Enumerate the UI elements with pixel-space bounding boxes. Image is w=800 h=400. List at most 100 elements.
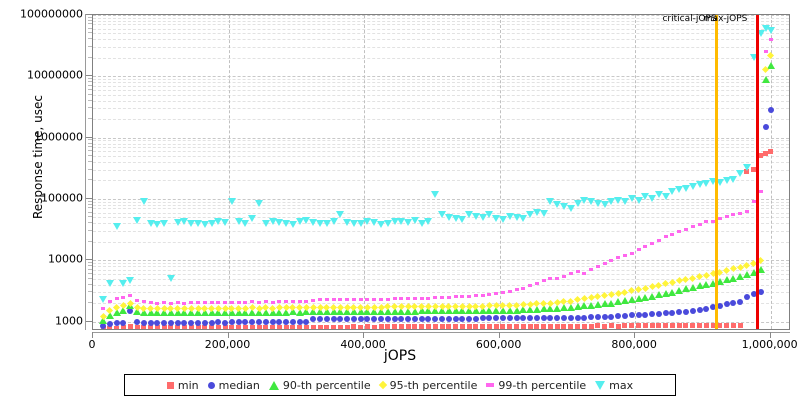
data-point xyxy=(451,214,460,222)
data-point xyxy=(761,75,770,83)
data-point xyxy=(716,302,723,309)
data-point xyxy=(126,276,135,284)
legend-marker-icon xyxy=(268,380,279,390)
data-point xyxy=(288,308,297,316)
data-point xyxy=(229,300,234,304)
data-point xyxy=(189,300,194,304)
legend-item-min[interactable]: min xyxy=(166,378,199,392)
legend-item-95-th-percentile[interactable]: 95-th percentile xyxy=(378,379,477,392)
data-point xyxy=(194,220,203,228)
data-point xyxy=(593,199,602,207)
gridline-horizontal xyxy=(93,266,789,268)
data-point xyxy=(724,322,730,328)
data-point xyxy=(105,279,114,287)
legend-item-90-th-percentile[interactable]: 90-th percentile xyxy=(268,379,371,392)
data-point xyxy=(737,298,744,305)
y-axis-tick xyxy=(88,291,92,293)
y-axis-tick xyxy=(86,75,92,77)
data-point xyxy=(270,324,276,329)
data-point xyxy=(236,300,241,304)
gridline-vertical xyxy=(770,15,772,329)
data-point xyxy=(751,200,756,204)
data-point xyxy=(507,289,512,293)
data-point xyxy=(283,319,290,326)
data-point xyxy=(295,218,304,226)
gridline-horizontal xyxy=(93,119,789,121)
data-point xyxy=(249,324,255,329)
data-point xyxy=(758,190,763,194)
data-point xyxy=(602,323,608,329)
y-axis-tick xyxy=(88,139,92,141)
data-point xyxy=(311,299,316,302)
data-point xyxy=(241,219,250,227)
data-point xyxy=(106,321,113,328)
data-point xyxy=(317,324,323,329)
data-point xyxy=(642,323,648,329)
data-point xyxy=(432,324,438,329)
data-point xyxy=(669,323,675,329)
data-point xyxy=(100,322,107,329)
legend-item-median[interactable]: median xyxy=(207,379,260,392)
data-point xyxy=(154,325,160,329)
data-point xyxy=(173,219,182,227)
data-point xyxy=(228,319,235,326)
data-point xyxy=(736,273,745,281)
data-point xyxy=(498,216,507,224)
data-point xyxy=(216,300,221,304)
gridline-horizontal xyxy=(93,147,789,149)
data-point xyxy=(101,307,106,311)
data-point xyxy=(654,190,663,198)
legend-label: min xyxy=(177,378,199,392)
x-axis-tick xyxy=(363,332,365,338)
y-axis-tick xyxy=(88,240,92,242)
data-point xyxy=(602,261,607,265)
y-axis-tick xyxy=(88,277,92,279)
data-point xyxy=(587,198,596,206)
legend-item-99-th-percentile[interactable]: 99-th percentile xyxy=(486,379,586,392)
data-point xyxy=(322,220,331,228)
data-point xyxy=(595,264,600,268)
data-point xyxy=(546,198,555,206)
gridline-horizontal xyxy=(93,208,789,210)
data-point xyxy=(173,309,182,317)
data-point xyxy=(227,198,236,206)
data-point xyxy=(383,307,392,315)
gridline-horizontal xyxy=(93,108,789,110)
data-point xyxy=(738,211,743,215)
data-point xyxy=(188,324,194,329)
y-axis-tick xyxy=(86,136,92,138)
legend-item-max[interactable]: max xyxy=(595,379,633,392)
data-point xyxy=(730,300,737,307)
data-point xyxy=(343,219,352,227)
data-point xyxy=(697,223,702,227)
y-axis-tick xyxy=(88,211,92,213)
data-point xyxy=(161,319,168,326)
data-point xyxy=(762,123,769,130)
data-point xyxy=(575,270,580,274)
data-point xyxy=(493,324,499,329)
data-point xyxy=(668,288,677,296)
data-point xyxy=(722,276,731,284)
data-point xyxy=(107,300,112,304)
data-point xyxy=(723,301,730,308)
y-axis-tick xyxy=(88,46,92,48)
data-point xyxy=(196,301,201,305)
data-point xyxy=(322,307,331,315)
data-point xyxy=(363,307,372,315)
x-axis-tick xyxy=(634,332,636,338)
data-point xyxy=(433,296,438,300)
y-axis-tick xyxy=(88,142,92,144)
data-point xyxy=(654,291,663,299)
data-point xyxy=(221,219,230,227)
data-point xyxy=(277,300,282,304)
data-point xyxy=(696,306,703,313)
data-point xyxy=(234,308,243,316)
data-point xyxy=(167,319,174,326)
data-point xyxy=(275,219,284,227)
data-point xyxy=(134,324,140,329)
data-point xyxy=(453,324,459,329)
data-point xyxy=(161,324,167,329)
data-point xyxy=(276,319,283,326)
data-point xyxy=(568,272,573,276)
data-point xyxy=(194,309,203,317)
